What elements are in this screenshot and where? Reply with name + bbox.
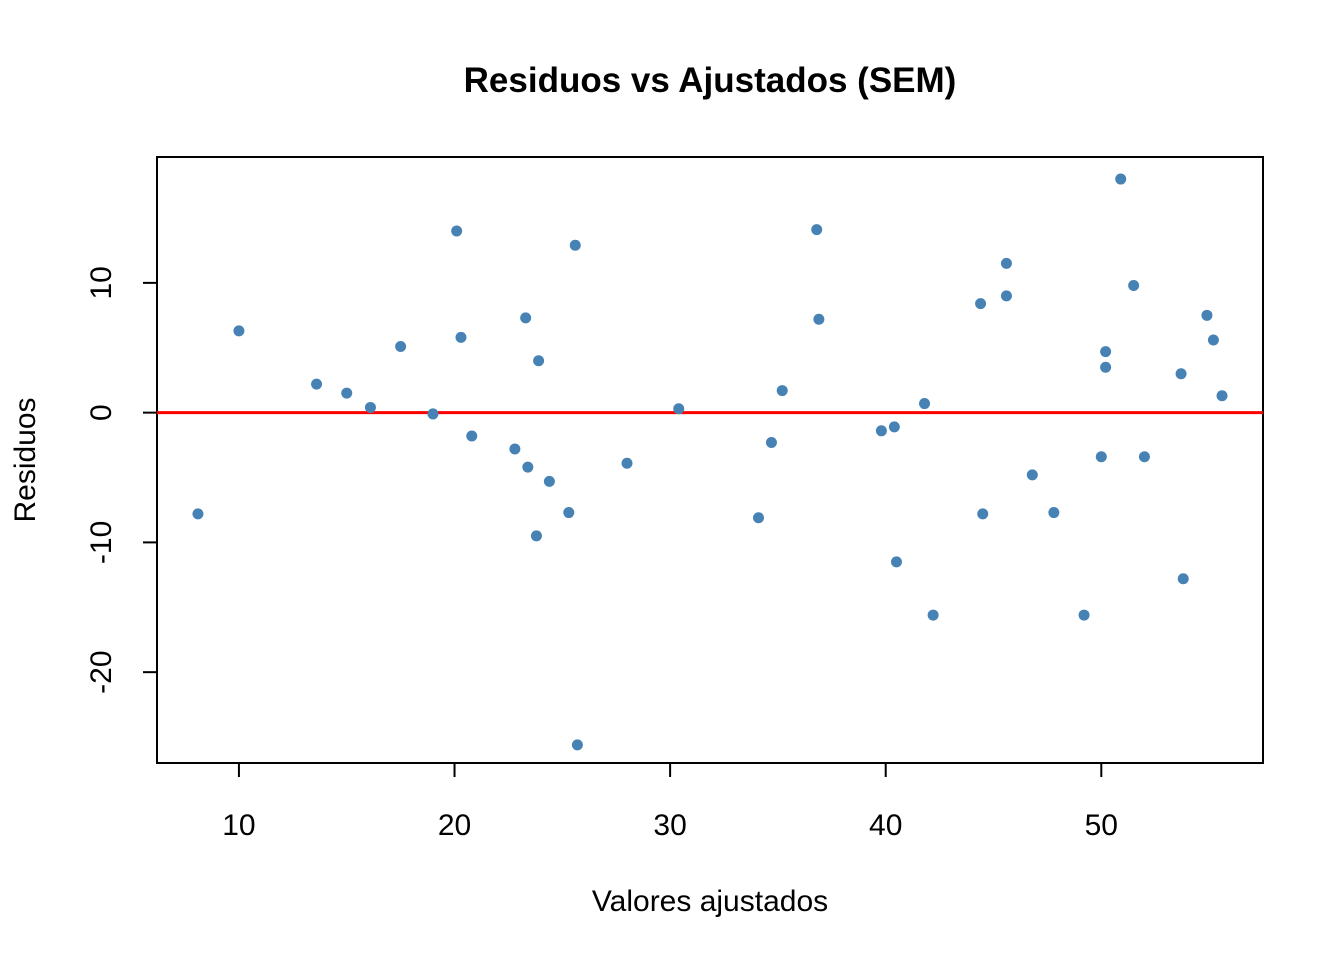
data-point: [522, 461, 534, 473]
data-point: [1115, 173, 1127, 185]
data-point: [1048, 507, 1060, 519]
data-point: [776, 385, 788, 397]
x-tick-label: 10: [222, 809, 255, 842]
data-point: [919, 398, 931, 410]
data-point: [1216, 390, 1228, 402]
data-point: [364, 401, 376, 413]
y-axis: -20 -10 0 10: [85, 266, 158, 694]
data-point: [1078, 609, 1090, 621]
data-point: [1175, 368, 1187, 380]
x-axis-label: Valores ajustados: [592, 885, 828, 918]
data-point: [875, 425, 887, 437]
data-point: [1138, 451, 1150, 463]
data-point: [571, 739, 583, 751]
data-point: [927, 609, 939, 621]
data-point: [1177, 573, 1189, 585]
data-point: [888, 421, 900, 433]
data-point: [1000, 257, 1012, 269]
x-tick-label: 30: [653, 809, 686, 842]
data-point: [509, 443, 521, 455]
data-point: [890, 556, 902, 568]
data-point: [1000, 290, 1012, 302]
data-point: [427, 408, 439, 420]
data-point: [621, 457, 633, 469]
data-point: [1201, 309, 1213, 321]
data-point: [1100, 361, 1112, 373]
x-tick-label: 40: [869, 809, 902, 842]
data-point: [395, 340, 407, 352]
data-point: [753, 512, 765, 524]
data-point: [673, 403, 685, 415]
data-point: [533, 355, 545, 367]
y-tick-label: 0: [85, 404, 118, 421]
data-point: [311, 378, 323, 390]
data-point: [520, 312, 532, 324]
data-point: [192, 508, 204, 520]
x-tick-label: 20: [438, 809, 471, 842]
data-point: [975, 298, 987, 310]
data-point: [543, 475, 555, 487]
x-axis: 10 20 30 40 50: [222, 762, 1118, 842]
y-axis-label: Residuos: [9, 397, 42, 522]
y-tick-label: -20: [85, 650, 118, 693]
data-point: [341, 387, 353, 399]
chart-title: Residuos vs Ajustados (SEM): [464, 61, 957, 100]
data-point: [811, 224, 823, 236]
data-point: [765, 436, 777, 448]
x-tick-label: 50: [1085, 809, 1118, 842]
y-tick-label: 10: [85, 266, 118, 299]
data-point: [813, 313, 825, 325]
data-point: [563, 507, 575, 519]
data-points: [192, 173, 1228, 751]
data-point: [569, 239, 581, 251]
data-point: [233, 325, 245, 337]
data-point: [1100, 346, 1112, 358]
data-point: [1095, 451, 1107, 463]
y-tick-label: -10: [85, 521, 118, 564]
data-point: [1026, 469, 1038, 481]
data-point: [977, 508, 989, 520]
data-point: [466, 430, 478, 442]
data-point: [455, 331, 467, 343]
data-point: [451, 225, 463, 237]
data-point: [1207, 334, 1219, 346]
data-point: [1128, 279, 1140, 291]
data-point: [530, 530, 542, 542]
